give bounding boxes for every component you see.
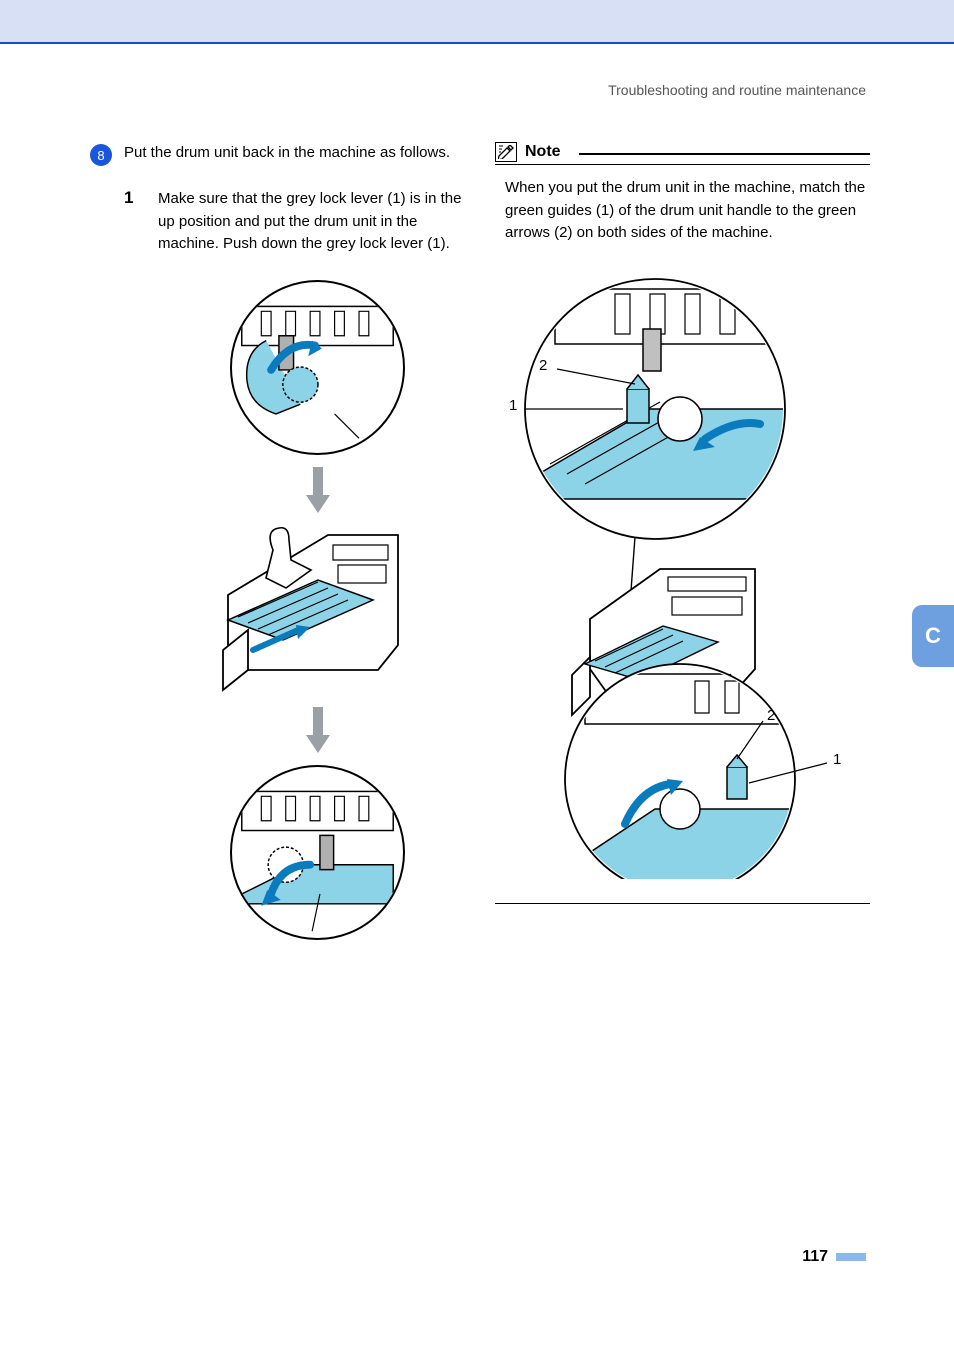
right-top-label-1: 1 <box>509 397 517 414</box>
content-columns: 8 Put the drum unit back in the machine … <box>90 142 870 940</box>
top-band <box>0 0 954 42</box>
left-top-label-1: 1 <box>360 437 368 454</box>
right-illustration: 2 1 2 1 <box>495 269 855 879</box>
substep-number: 1 <box>124 188 140 256</box>
left-illustration-stack: 1 <box>170 280 465 940</box>
page-number: 117 <box>802 1248 828 1266</box>
page-number-block: 117 <box>802 1248 866 1266</box>
note-header: Note <box>495 142 870 165</box>
step-badge: 8 <box>90 144 112 166</box>
substep-1: 1 Make sure that the grey lock lever (1)… <box>124 188 465 256</box>
right-top-label-2: 2 <box>539 357 547 374</box>
right-column: Note When you put the drum unit in the m… <box>495 142 870 940</box>
note-block: Note When you put the drum unit in the m… <box>495 142 870 904</box>
note-body: When you put the drum unit in the machin… <box>505 177 870 245</box>
note-rule-ext <box>579 153 870 155</box>
header-rule <box>0 42 954 44</box>
step-text: Put the drum unit back in the machine as… <box>124 142 450 166</box>
right-bot-label-2: 2 <box>767 707 775 724</box>
section-tab-letter: C <box>925 623 941 649</box>
left-column: 8 Put the drum unit back in the machine … <box>90 142 465 940</box>
header-section-title: Troubleshooting and routine maintenance <box>608 82 866 98</box>
down-arrow-icon <box>304 705 332 755</box>
left-illus-top-circle: 1 <box>230 280 405 455</box>
left-illus-bottom-circle: 1 <box>230 765 405 940</box>
section-tab: C <box>912 605 954 667</box>
page-mark <box>836 1253 866 1261</box>
step-8: 8 Put the drum unit back in the machine … <box>90 142 465 166</box>
right-bot-label-1: 1 <box>833 751 841 768</box>
left-bottom-label-1: 1 <box>310 935 318 940</box>
down-arrow-icon <box>304 465 332 515</box>
note-bottom-rule <box>495 903 870 904</box>
substep-text: Make sure that the grey lock lever (1) i… <box>158 188 465 256</box>
note-pencil-icon <box>495 142 517 162</box>
note-title: Note <box>525 143 561 161</box>
left-illus-middle-printer <box>218 525 418 695</box>
